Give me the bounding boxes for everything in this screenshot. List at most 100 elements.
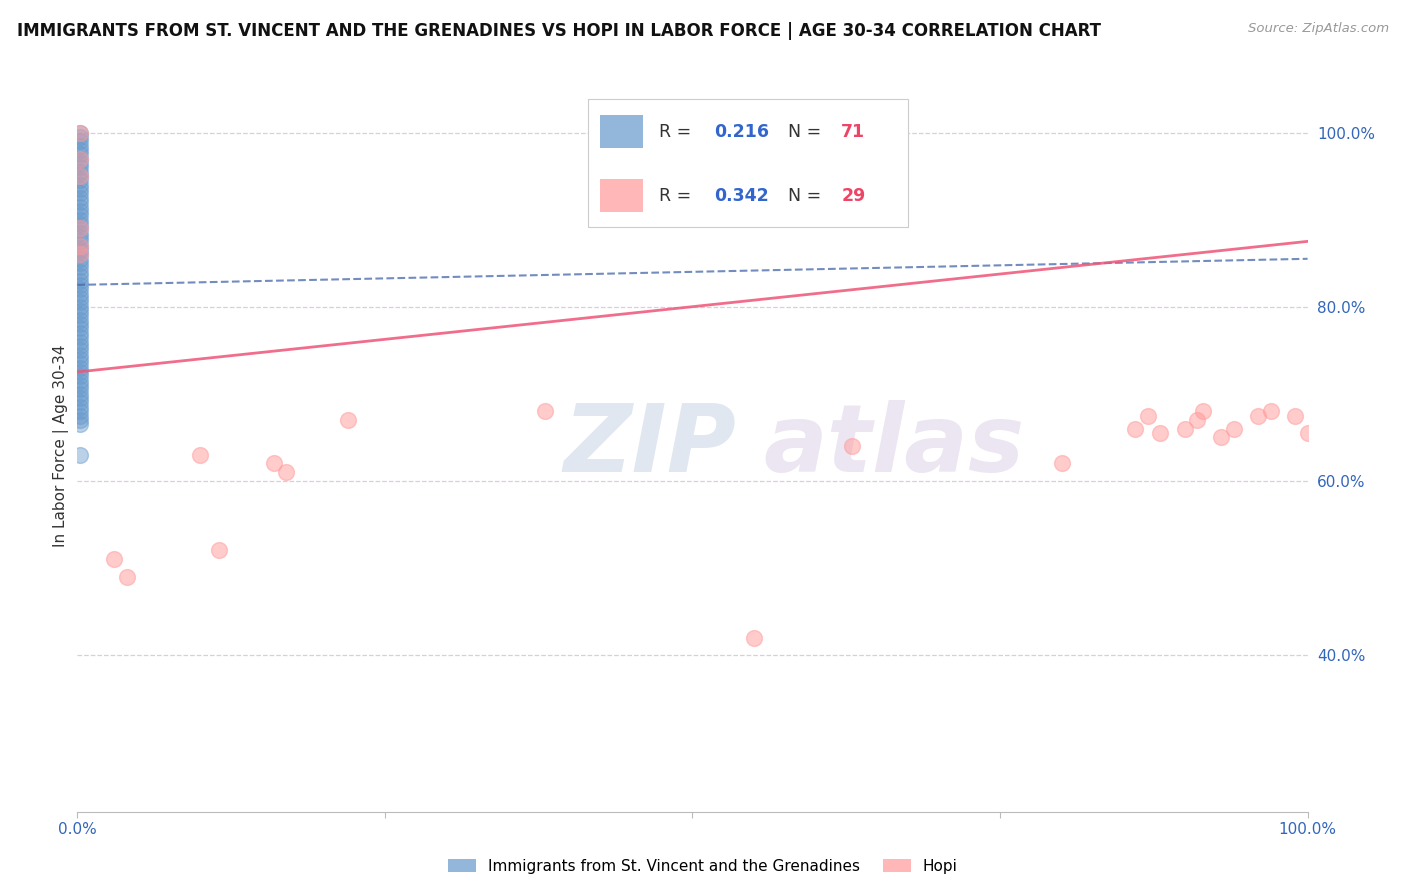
Text: 0.216: 0.216 <box>714 123 769 141</box>
Point <box>276 465 298 479</box>
Point <box>69 378 91 392</box>
Point <box>69 348 91 362</box>
Point <box>69 247 91 261</box>
Point <box>69 203 91 218</box>
Point <box>69 226 91 240</box>
Point <box>69 182 91 196</box>
Text: 0.342: 0.342 <box>714 186 769 205</box>
Point <box>69 413 91 427</box>
Point <box>69 256 91 270</box>
Point <box>69 309 91 323</box>
Point <box>1284 409 1306 423</box>
Point <box>69 134 91 148</box>
Point <box>69 334 91 349</box>
Point <box>69 383 91 397</box>
FancyBboxPatch shape <box>588 99 908 227</box>
Point <box>69 365 91 379</box>
Point <box>69 339 91 353</box>
Text: R =: R = <box>659 186 697 205</box>
Point <box>1125 421 1147 435</box>
Point <box>69 129 91 144</box>
Text: 71: 71 <box>841 123 866 141</box>
Point <box>69 252 91 266</box>
Point <box>1050 457 1073 471</box>
Point <box>1260 404 1282 418</box>
Point <box>69 247 91 261</box>
Point <box>69 221 91 235</box>
Point <box>69 417 91 432</box>
Point <box>69 386 91 401</box>
Point <box>69 243 91 257</box>
Point <box>69 152 91 166</box>
Text: R =: R = <box>659 123 697 141</box>
Point <box>1149 425 1171 440</box>
Point <box>534 404 557 418</box>
Point <box>69 152 91 166</box>
Text: Source: ZipAtlas.com: Source: ZipAtlas.com <box>1249 22 1389 36</box>
Point <box>69 400 91 414</box>
Point <box>69 147 91 161</box>
Point <box>69 143 91 157</box>
Point <box>69 126 91 140</box>
Point <box>69 238 91 252</box>
Bar <box>600 115 644 148</box>
Point <box>69 186 91 201</box>
Point <box>1185 413 1208 427</box>
Point <box>69 286 91 301</box>
Point <box>69 326 91 340</box>
Point <box>69 360 91 375</box>
Point <box>69 191 91 205</box>
Point <box>69 274 91 288</box>
Text: N =: N = <box>789 123 827 141</box>
Point <box>69 321 91 335</box>
Legend: Immigrants from St. Vincent and the Grenadines, Hopi: Immigrants from St. Vincent and the Gren… <box>443 853 963 880</box>
Point <box>190 448 212 462</box>
Point <box>69 374 91 388</box>
Point <box>69 304 91 318</box>
Point <box>841 439 863 453</box>
Point <box>1174 421 1197 435</box>
Point <box>69 291 91 305</box>
Point <box>69 238 91 252</box>
Point <box>69 265 91 279</box>
Point <box>1192 404 1215 418</box>
Text: IMMIGRANTS FROM ST. VINCENT AND THE GRENADINES VS HOPI IN LABOR FORCE | AGE 30-3: IMMIGRANTS FROM ST. VINCENT AND THE GREN… <box>17 22 1101 40</box>
Point <box>103 552 125 566</box>
Point <box>337 413 360 427</box>
Point <box>69 195 91 210</box>
Text: 29: 29 <box>841 186 866 205</box>
Point <box>69 126 91 140</box>
Point <box>69 260 91 275</box>
Point <box>69 277 91 292</box>
Point <box>69 448 91 462</box>
Point <box>69 369 91 384</box>
Point <box>69 161 91 175</box>
Point <box>69 230 91 244</box>
Point <box>1296 425 1319 440</box>
Point <box>69 173 91 187</box>
Point <box>69 312 91 326</box>
Point <box>69 200 91 214</box>
Point <box>1223 421 1246 435</box>
Point <box>69 351 91 366</box>
Point <box>69 300 91 314</box>
Point <box>1247 409 1270 423</box>
Point <box>1136 409 1159 423</box>
Text: atlas: atlas <box>763 400 1025 492</box>
Point <box>69 208 91 222</box>
Point <box>69 391 91 405</box>
Point <box>69 395 91 409</box>
Point <box>69 235 91 249</box>
Point <box>69 212 91 227</box>
Point <box>69 409 91 423</box>
Point <box>115 569 138 583</box>
Point <box>208 543 231 558</box>
Point <box>69 282 91 296</box>
Point <box>69 169 91 183</box>
Text: ZIP: ZIP <box>564 400 737 492</box>
Point <box>69 156 91 170</box>
Point <box>742 631 765 645</box>
Point <box>69 356 91 370</box>
Point <box>69 404 91 418</box>
Point <box>69 217 91 231</box>
